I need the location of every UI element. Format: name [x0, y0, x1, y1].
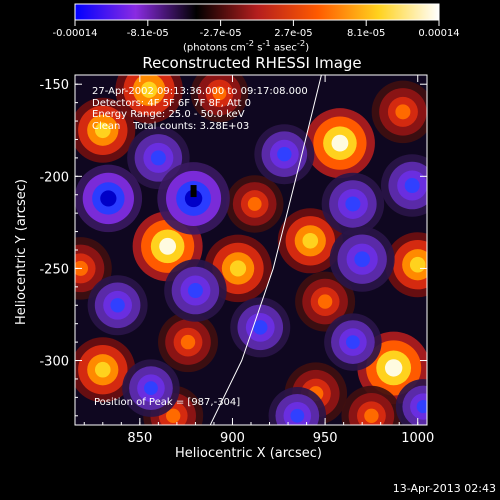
positive-blob — [75, 97, 136, 163]
positive-blob — [371, 80, 427, 144]
y-tick-label: -150 — [39, 78, 69, 93]
x-tick-label: 950 — [313, 431, 338, 446]
colorbar-units: (photons cm-2 s-1 asec-2) — [183, 38, 310, 54]
negative-blob — [321, 172, 385, 236]
positive-blob — [190, 75, 249, 123]
chart-title: Reconstructed RHESSI Image — [142, 54, 362, 72]
limb-curve — [209, 75, 322, 425]
y-axis-label: Heliocentric Y (arcsec) — [14, 179, 29, 325]
positive-blob — [225, 175, 284, 233]
footer-timestamp: 13-Apr-2013 02:43 — [392, 482, 496, 495]
negative-blob — [122, 359, 180, 417]
positive-blob — [75, 337, 136, 403]
colorbar-tick-label: -0.00014 — [53, 28, 98, 39]
negative-blob — [127, 126, 190, 190]
colorbar-tick-label: 0.00014 — [418, 28, 459, 39]
positive-blob — [385, 232, 427, 298]
x-tick-label: 850 — [127, 431, 152, 446]
negative-blob — [75, 164, 143, 233]
negative-blob — [380, 154, 427, 217]
negative-blob — [395, 379, 427, 425]
colorbar-tick-label: -2.7e-05 — [200, 28, 242, 39]
negative-blob — [268, 387, 327, 425]
y-tick-label: -300 — [39, 355, 69, 370]
negative-blob — [254, 124, 315, 185]
y-tick-label: -250 — [39, 262, 69, 277]
annotation-detectors: Detectors: 4F 5F 6F 7F 8F, Att 0 — [92, 97, 252, 109]
annotation-time: 27-Apr-2002 09:13:36.000 to 09:17:08.000 — [92, 86, 308, 97]
colorbar-tick-label: 8.1e-05 — [347, 28, 385, 39]
positive-blob — [304, 108, 375, 179]
x-tick-label: 1000 — [401, 431, 434, 446]
colorbar-tick-label: -8.1e-05 — [127, 28, 169, 39]
heatmap-area — [75, 75, 427, 425]
annotation-counts: Clean Total counts: 3.28E+03 — [92, 120, 250, 132]
colorbar-ticks: -0.00014 -8.1e-05 -2.7e-05 2.7e-05 8.1e-05 0.… — [53, 20, 460, 39]
negative-blob — [87, 275, 148, 336]
annotation-energy: Energy Range: 25.0 - 50.0 keV — [92, 109, 245, 120]
colorbar — [74, 3, 440, 21]
peak-position-label: Position of Peak = [987,-304] — [94, 397, 241, 408]
negative-blob — [324, 313, 382, 371]
minimum-marker — [190, 185, 197, 198]
negative-blob — [164, 259, 227, 322]
y-tick-label: -200 — [39, 170, 69, 185]
y-axis: -150 -200 -250 -300 — [39, 78, 427, 417]
annotation-block: 27-Apr-2002 09:13:36.000 to 09:17:08.000… — [92, 86, 308, 132]
x-axis: 850 900 950 1000 — [83, 75, 434, 446]
positive-blob — [115, 75, 183, 124]
negative-blob — [157, 162, 230, 235]
negative-blob — [329, 226, 395, 292]
positive-blob — [277, 208, 343, 274]
colorbar-tick-label: 2.7e-05 — [274, 28, 312, 39]
x-tick-label: 900 — [220, 431, 245, 446]
positive-blob — [158, 312, 219, 373]
positive-blob — [341, 385, 402, 425]
negative-blob — [230, 297, 291, 358]
x-axis-label: Heliocentric X (arcsec) — [175, 446, 322, 461]
